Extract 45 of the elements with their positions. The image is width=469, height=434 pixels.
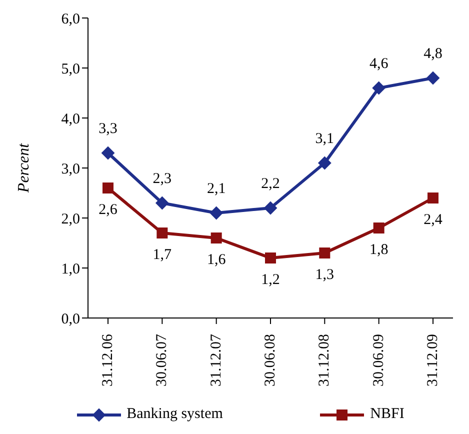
point: [156, 196, 169, 210]
point: [428, 192, 438, 204]
x-tick-label: 30.06.09: [370, 334, 387, 386]
point: [264, 202, 277, 214]
data-label: 2,1: [206, 181, 226, 197]
data-label: 2,3: [152, 171, 172, 187]
point: [210, 232, 222, 244]
y-axis-title: Percent: [16, 142, 33, 194]
x-tick-label: 31.12.09: [425, 334, 441, 386]
data-label: 2,2: [261, 176, 280, 192]
point: [265, 252, 276, 264]
y-tick-label: 1,0: [61, 261, 80, 278]
data-label: 2,4: [424, 212, 443, 228]
y-tick-label: 5,0: [61, 61, 80, 78]
y-tick-label: 4,0: [61, 111, 80, 128]
point: [319, 248, 330, 258]
y-tick-label: 6,0: [61, 11, 80, 28]
data-label: 1,8: [369, 242, 388, 258]
x-tick-label: 31.12.06: [100, 334, 116, 386]
point: [156, 228, 168, 238]
y-tick-label: 3,0: [61, 161, 80, 178]
data-label: 4,6: [369, 56, 389, 72]
legend-label: Banking system: [126, 406, 223, 423]
x-tick-label: 31.12.07: [208, 334, 224, 386]
point: [318, 156, 332, 170]
y-tick-label: 2,0: [61, 211, 80, 228]
x-tick-label: 30.06.07: [154, 334, 170, 386]
data-label: 2,6: [98, 202, 118, 218]
x-tick-label: 31.12.08: [316, 334, 333, 386]
legend-label: NBFI: [370, 406, 404, 423]
data-label: 1,7: [152, 247, 172, 263]
point: [102, 146, 114, 160]
point: [373, 222, 384, 234]
data-label: 1,6: [206, 252, 226, 268]
y-tick-label: 0,0: [61, 311, 80, 328]
data-label: 3,3: [98, 121, 118, 137]
data-label: 3,1: [315, 131, 334, 147]
point: [426, 72, 440, 84]
data-label: 1,2: [261, 272, 280, 288]
point: [210, 206, 223, 220]
point: [102, 182, 114, 194]
point: [372, 82, 386, 94]
x-tick-label: 30.06.08: [262, 334, 278, 386]
data-label: 4,8: [424, 46, 442, 62]
data-label: 1,3: [315, 267, 334, 283]
